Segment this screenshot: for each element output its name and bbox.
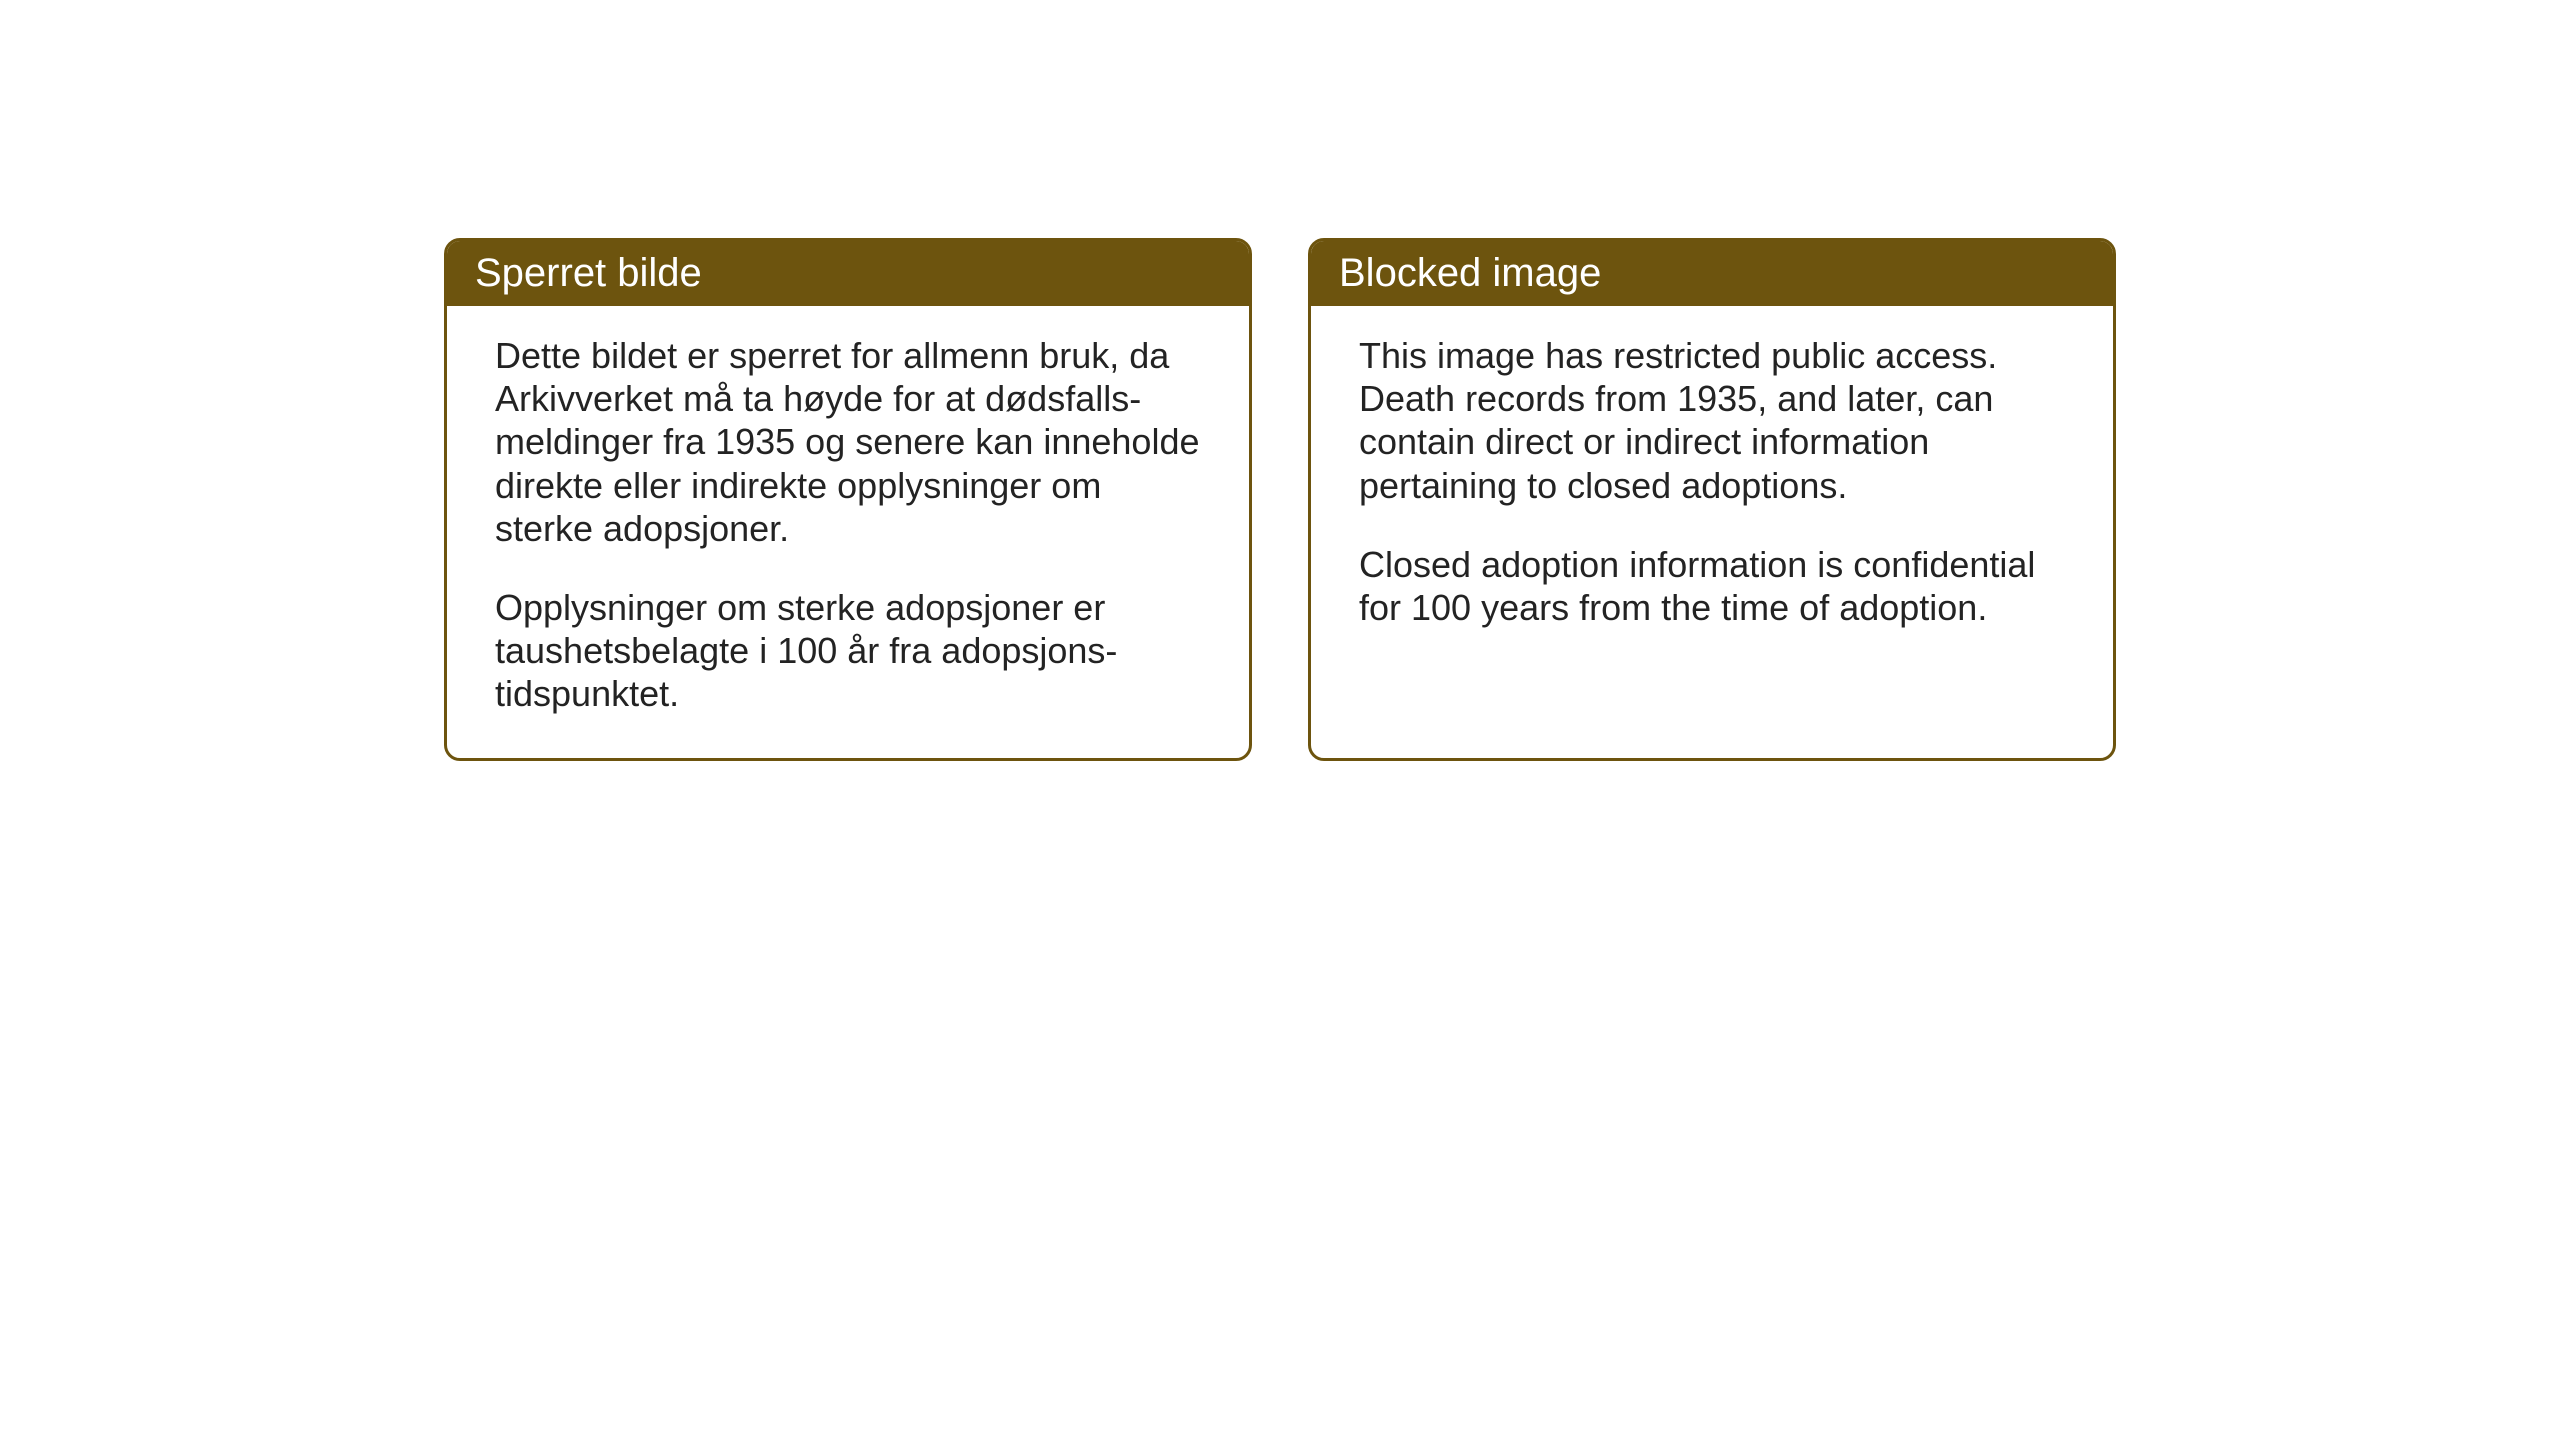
english-paragraph-1: This image has restricted public access.…: [1359, 334, 2065, 507]
english-card-title: Blocked image: [1311, 241, 2113, 306]
norwegian-paragraph-2: Opplysninger om sterke adopsjoner er tau…: [495, 586, 1201, 716]
english-paragraph-2: Closed adoption information is confident…: [1359, 543, 2065, 629]
english-notice-card: Blocked image This image has restricted …: [1308, 238, 2116, 761]
norwegian-card-body: Dette bildet er sperret for allmenn bruk…: [447, 306, 1249, 758]
norwegian-paragraph-1: Dette bildet er sperret for allmenn bruk…: [495, 334, 1201, 550]
norwegian-notice-card: Sperret bilde Dette bildet er sperret fo…: [444, 238, 1252, 761]
english-card-body: This image has restricted public access.…: [1311, 306, 2113, 747]
norwegian-card-title: Sperret bilde: [447, 241, 1249, 306]
notice-container: Sperret bilde Dette bildet er sperret fo…: [444, 238, 2116, 761]
